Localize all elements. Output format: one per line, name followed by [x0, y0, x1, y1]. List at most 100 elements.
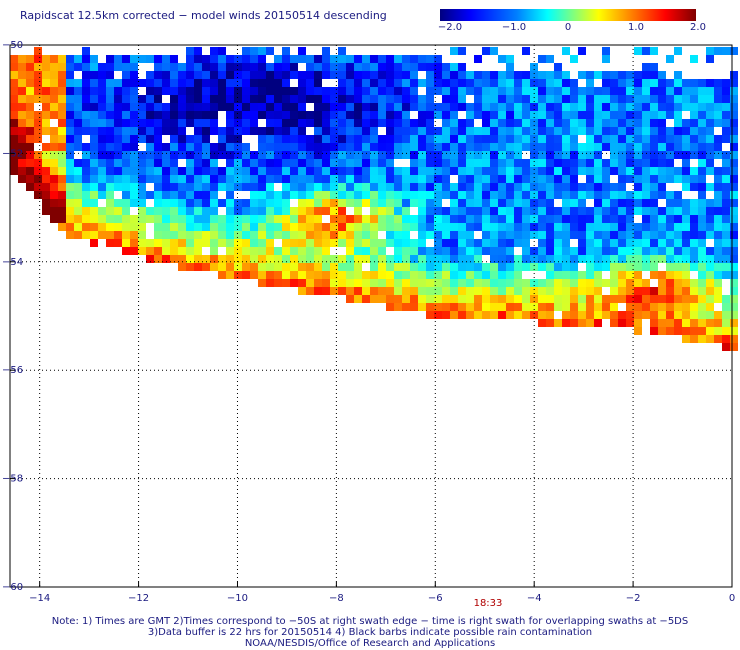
- wind-cell: [426, 255, 434, 263]
- wind-cell: [138, 79, 146, 87]
- wind-cell: [642, 143, 650, 151]
- wind-cell: [594, 239, 602, 247]
- wind-cell: [258, 239, 266, 247]
- wind-cell: [522, 95, 530, 103]
- wind-cell: [506, 191, 514, 199]
- wind-cell: [146, 239, 154, 247]
- wind-cell: [418, 191, 426, 199]
- wind-cell: [338, 127, 346, 135]
- wind-cell: [170, 183, 178, 191]
- wind-cell: [634, 223, 642, 231]
- wind-cell: [58, 159, 66, 167]
- wind-cell: [362, 295, 370, 303]
- wind-cell: [194, 103, 202, 111]
- wind-cell: [66, 119, 74, 127]
- wind-cell: [650, 183, 658, 191]
- wind-cell: [82, 231, 90, 239]
- wind-cell: [578, 111, 586, 119]
- wind-cell: [730, 199, 738, 207]
- wind-cell: [674, 287, 682, 295]
- wind-cell: [642, 311, 650, 319]
- wind-cell: [170, 199, 178, 207]
- wind-cell: [170, 79, 178, 87]
- wind-cell: [98, 175, 106, 183]
- wind-cell: [242, 239, 250, 247]
- wind-cell: [658, 287, 666, 295]
- wind-cell: [226, 103, 234, 111]
- wind-cell: [410, 103, 418, 111]
- wind-cell: [586, 119, 594, 127]
- wind-cell: [530, 311, 538, 319]
- wind-cell: [498, 303, 506, 311]
- wind-cell: [602, 295, 610, 303]
- wind-cell: [554, 135, 562, 143]
- wind-cell: [274, 271, 282, 279]
- wind-cell: [402, 135, 410, 143]
- wind-cell: [658, 271, 666, 279]
- wind-cell: [554, 63, 562, 71]
- wind-cell: [90, 215, 98, 223]
- wind-cell: [594, 87, 602, 95]
- wind-cell: [282, 207, 290, 215]
- wind-cell: [146, 151, 154, 159]
- wind-cell: [202, 119, 210, 127]
- wind-cell: [466, 183, 474, 191]
- wind-cell: [650, 143, 658, 151]
- wind-cell: [554, 167, 562, 175]
- wind-cell: [218, 255, 226, 263]
- wind-cell: [722, 95, 730, 103]
- wind-cell: [682, 271, 690, 279]
- wind-cell: [482, 263, 490, 271]
- wind-cell: [354, 223, 362, 231]
- wind-cell: [698, 135, 706, 143]
- wind-cell: [498, 207, 506, 215]
- wind-cell: [410, 79, 418, 87]
- wind-cell: [226, 215, 234, 223]
- wind-cell: [266, 231, 274, 239]
- wind-cell: [370, 95, 378, 103]
- wind-cell: [594, 71, 602, 79]
- wind-cell: [130, 231, 138, 239]
- wind-cell: [570, 279, 578, 287]
- wind-cell: [618, 255, 626, 263]
- wind-cell: [706, 247, 714, 255]
- wind-cell: [210, 143, 218, 151]
- wind-cell: [626, 223, 634, 231]
- wind-cell: [330, 255, 338, 263]
- wind-cell: [626, 159, 634, 167]
- wind-cell: [90, 95, 98, 103]
- wind-cell: [106, 199, 114, 207]
- wind-cell: [706, 151, 714, 159]
- wind-cell: [722, 167, 730, 175]
- wind-cell: [298, 79, 306, 87]
- wind-cell: [42, 119, 50, 127]
- wind-cell: [658, 183, 666, 191]
- wind-cell: [682, 79, 690, 87]
- wind-cell: [106, 215, 114, 223]
- wind-cell: [682, 103, 690, 111]
- wind-cell: [386, 127, 394, 135]
- wind-cell: [522, 87, 530, 95]
- wind-cell: [666, 247, 674, 255]
- wind-cell: [234, 111, 242, 119]
- wind-cell: [554, 95, 562, 103]
- wind-cell: [578, 295, 586, 303]
- wind-cell: [314, 183, 322, 191]
- wind-cell: [530, 295, 538, 303]
- wind-cell: [346, 239, 354, 247]
- wind-cell: [290, 127, 298, 135]
- wind-cell: [482, 111, 490, 119]
- wind-cell: [626, 175, 634, 183]
- wind-cell: [706, 279, 714, 287]
- wind-cell: [42, 151, 50, 159]
- wind-cell: [458, 151, 466, 159]
- wind-cell: [98, 79, 106, 87]
- wind-cell: [642, 135, 650, 143]
- wind-cell: [186, 207, 194, 215]
- wind-cell: [402, 239, 410, 247]
- wind-cell: [634, 295, 642, 303]
- wind-cell: [522, 135, 530, 143]
- wind-cell: [698, 279, 706, 287]
- wind-cell: [282, 223, 290, 231]
- wind-cell: [426, 63, 434, 71]
